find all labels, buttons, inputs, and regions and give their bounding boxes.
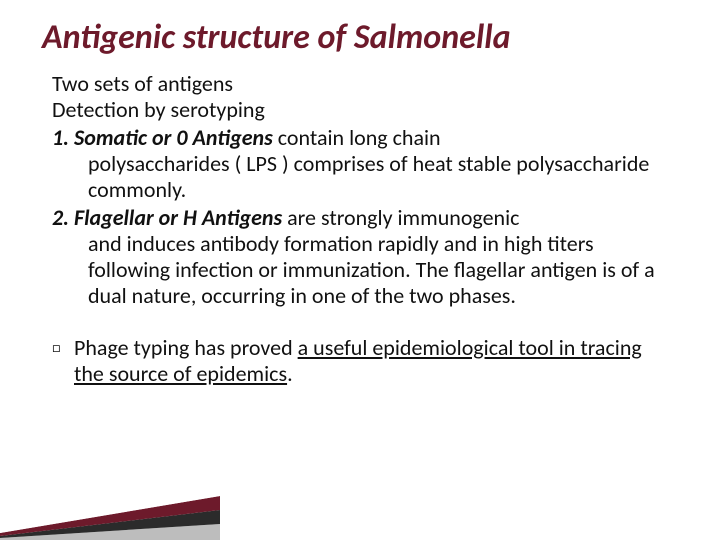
point-1-tail: contain long chain xyxy=(273,124,441,151)
point-1-lead: 1. Somatic or 0 Antigens xyxy=(52,124,273,151)
point-1: 1. Somatic or 0 Antigens contain long ch… xyxy=(52,125,678,203)
point-2: 2. Flagellar or H Antigens are strongly … xyxy=(52,205,678,309)
phage-bullet: □Phage typing has proved a useful epidem… xyxy=(52,335,678,387)
slide: Antigenic structure of Salmonella Two se… xyxy=(0,0,720,540)
intro-line-2: Detection by serotyping xyxy=(52,97,678,123)
point-2-tail: are strongly immunogenic xyxy=(282,204,519,231)
corner-accent xyxy=(0,470,220,540)
point-2-continuation: and induces antibody formation rapidly a… xyxy=(88,231,678,309)
slide-title: Antigenic structure of Salmonella xyxy=(42,18,678,57)
point-2-lead: 2. Flagellar or H Antigens xyxy=(52,204,282,231)
point-1-continuation: polysaccharides ( LPS ) comprises of hea… xyxy=(88,151,678,203)
square-bullet-icon: □ xyxy=(52,335,74,361)
phage-text: Phage typing has proved a useful epidemi… xyxy=(74,335,674,387)
slide-body: Two sets of antigens Detection by seroty… xyxy=(42,71,678,386)
intro-line-1: Two sets of antigens xyxy=(52,71,678,97)
